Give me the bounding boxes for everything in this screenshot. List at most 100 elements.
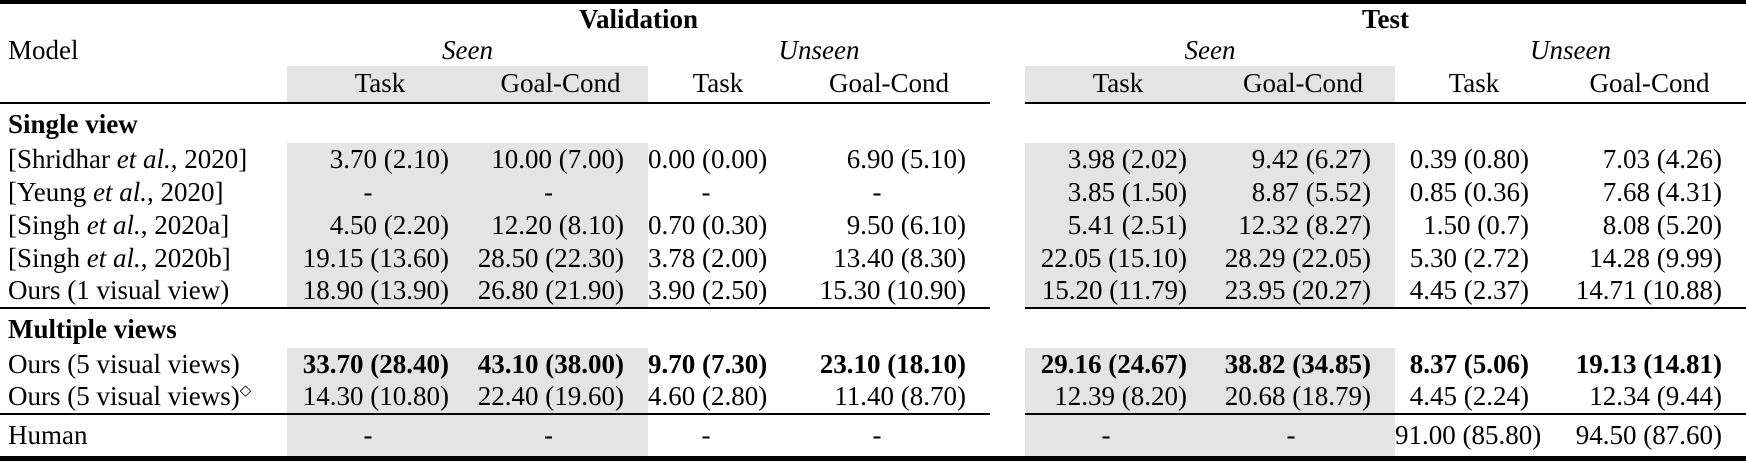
value-cell: 0.39 (0.80) [1409,143,1529,174]
value-cell: 4.60 (2.80) [648,381,788,415]
column-header-task: Task [648,66,788,104]
column-gap [990,414,1025,458]
model-label-text: [Singh [8,242,87,273]
value-cell: 23.95 (20.27) [1211,275,1395,309]
value-cell: - [473,176,648,209]
metric-header-row: Task Goal-Cond Task Goal-Cond Task Goal-… [0,66,1746,104]
table-row: [Yeung et al., 2020] - - - -3.85 (1.50) 8.87 … [0,176,1746,209]
column-header-goal-cond: Goal-Cond [788,66,990,104]
value-cell: 8.87 (5.52) [1211,176,1395,209]
value-cell: 12.20 (8.10) [473,209,648,242]
value-cell: 11.40 (8.70) [788,381,990,415]
value-cell: 3.78 (2.00) [648,242,768,273]
value-cell: - [287,176,473,209]
value-cell: - [872,176,882,207]
column-gap [990,36,1025,66]
value-cell: 7.68 (4.31) [1602,176,1723,207]
table-row: Ours (5 visual views) 33.70 (28.40) 43.10 … [0,348,1746,381]
value-cell: 3.70 (2.10) [287,143,473,176]
value-cell: 0.00 (0.00) [648,143,768,174]
model-label-text: [Yeung [8,176,94,207]
column-header-task: Task [1025,66,1211,104]
value-cell: 13.40 (8.30) [833,242,966,273]
value-cell: 29.16 (24.67) [1025,348,1211,381]
model-label: [Yeung et al., 2020] [0,176,287,209]
value-cell: 0.70 (0.30) [648,209,768,240]
section-header-row: Single view [0,103,1746,143]
subheader-validation-unseen: Unseen [778,35,860,66]
value-cell: 5.41 (2.51) [1025,209,1211,242]
column-header-goal-cond: Goal-Cond [1553,66,1746,104]
subheader-test-unseen: Unseen [1530,35,1611,66]
model-label: [Shridhar et al., 2020] [0,143,287,176]
column-gap [990,209,1025,242]
value-cell: 12.34 (9.44) [1553,381,1746,415]
value-cell: - [1025,414,1211,458]
value-cell: - [701,419,711,450]
model-label-text: , 2020] [170,143,248,174]
model-label-etal: et al. [93,176,148,207]
value-cell: - [872,419,882,450]
model-label-text: , 2020a] [140,209,230,240]
section-header-row: Multiple views [0,308,1746,348]
column-gap [990,176,1025,209]
value-cell: 91.00 (85.80) [1395,419,1542,450]
value-cell: 4.45 (2.24) [1395,381,1553,415]
section-title: Multiple views [8,313,177,344]
value-cell: 0.85 (0.36) [1409,176,1529,207]
value-cell: 20.68 (18.79) [1211,381,1395,415]
group-header-test: Test [1362,4,1410,35]
value-cell: 9.42 (6.27) [1211,143,1395,176]
value-cell: 38.82 (34.85) [1211,348,1395,381]
value-cell: 3.85 (1.50) [1025,176,1211,209]
model-label-text: Ours (1 visual view) [8,275,230,306]
column-gap [990,275,1025,308]
subheader-test-seen: Seen [1184,35,1236,66]
column-gap [990,381,1025,414]
table-row: Ours (5 visual views)◇ 14.30 (10.80) 22.40… [0,381,1746,415]
value-cell: 7.03 (4.26) [1602,143,1723,174]
model-label: [Singh et al., 2020a] [0,209,287,242]
value-cell: 33.70 (28.40) [287,348,473,381]
subgroup-header-row: Model Seen Unseen Seen Unseen [0,36,1746,66]
diamond-icon: ◇ [239,383,252,400]
model-label: [Singh et al., 2020b] [0,242,287,275]
model-label-text: Ours (5 visual views) [8,381,240,412]
value-cell: 10.00 (7.00) [473,143,648,176]
value-cell: 15.20 (11.79) [1025,275,1211,309]
value-cell: 1.50 (0.7) [1423,209,1529,240]
column-header-task: Task [1395,66,1553,104]
column-gap [990,2,1025,36]
value-cell: 94.50 (87.60) [1575,419,1723,450]
value-cell: 15.30 (10.90) [788,275,990,309]
value-cell: 5.30 (2.72) [1409,242,1529,273]
subheader-validation-seen: Seen [442,35,493,66]
value-cell: 22.40 (19.60) [473,381,648,415]
table-row: [Shridhar et al., 2020] 3.70 (2.10) 10.00 … [0,143,1746,176]
value-cell: - [1211,414,1395,458]
model-label: Ours (5 visual views) [0,348,287,381]
value-cell: - [287,414,473,458]
value-cell: 12.39 (8.20) [1025,381,1211,415]
model-label: Human [0,414,287,458]
results-table: Validation Test Model Seen Unseen Seen U… [0,0,1746,461]
group-header-validation: Validation [578,4,699,35]
model-column-header: Model [8,35,79,66]
value-cell: 22.05 (15.10) [1025,242,1211,275]
value-cell: 4.50 (2.20) [287,209,473,242]
value-cell: 4.45 (2.37) [1395,275,1553,309]
model-label-text: Human [8,419,88,450]
column-header-task: Task [287,66,473,104]
column-gap [990,143,1025,176]
model-label-text: Ours (5 visual views) [8,348,240,379]
value-cell: 14.30 (10.80) [287,381,473,415]
model-label-etal: et al. [116,143,171,174]
table-body: Single view [Shridhar et al., 2020] 3.70 (… [0,103,1746,458]
value-cell: 14.28 (9.99) [1589,242,1723,273]
model-label-etal: et al. [86,209,141,240]
model-label-text: [Singh [8,209,87,240]
table-row: Human - - - - - -91.00 (85.80) 94.50 (87.60) [0,414,1746,458]
column-gap [990,66,1025,103]
value-cell: 19.13 (14.81) [1575,348,1723,379]
value-cell: - [701,176,711,207]
